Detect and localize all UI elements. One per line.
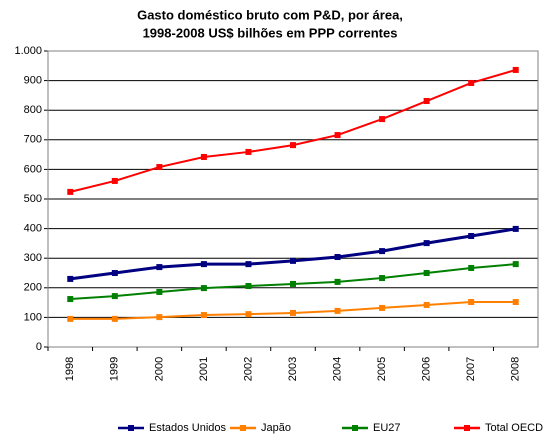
y-tick-label: 900: [24, 75, 42, 87]
marker: [67, 296, 74, 303]
legend-marker: [128, 425, 134, 431]
y-tick-label: 300: [24, 252, 42, 264]
marker: [111, 293, 118, 300]
marker: [156, 264, 163, 271]
marker: [67, 188, 74, 195]
x-tick-label: 1999: [109, 357, 121, 381]
marker: [512, 299, 519, 306]
marker: [512, 225, 519, 232]
marker: [156, 164, 163, 171]
marker: [111, 270, 118, 276]
x-tick-label: 2001: [198, 357, 210, 381]
chart-title: Gasto doméstico bruto com P&D, por área,: [137, 7, 403, 22]
chart-subtitle: 1998-2008 US$ bilhões em PPP correntes: [143, 25, 398, 40]
marker: [67, 275, 74, 282]
marker: [67, 315, 74, 322]
marker: [156, 314, 163, 321]
y-tick-label: 600: [24, 163, 42, 175]
x-tick-label: 2006: [421, 357, 433, 381]
x-tick-label: 1998: [64, 357, 76, 381]
marker: [111, 177, 118, 184]
y-tick-label: 1.000: [14, 45, 42, 57]
y-tick-label: 400: [24, 223, 42, 235]
legend-label: EU27: [373, 422, 401, 434]
marker: [468, 79, 475, 86]
marker: [423, 240, 430, 247]
legend-marker: [352, 425, 358, 431]
marker: [423, 270, 430, 276]
x-tick-label: 2008: [510, 357, 522, 381]
marker: [334, 307, 341, 314]
marker: [245, 311, 252, 318]
x-tick-label: 2000: [153, 357, 165, 381]
marker: [200, 261, 207, 268]
marker: [290, 142, 296, 149]
marker: [245, 283, 252, 290]
y-tick-label: 200: [24, 282, 42, 294]
plot-border: [47, 50, 539, 348]
marker: [200, 153, 207, 160]
marker: [379, 275, 386, 282]
legend-marker: [240, 425, 246, 431]
marker: [379, 304, 386, 311]
y-tick-label: 800: [24, 104, 42, 116]
marker: [290, 280, 296, 287]
marker: [468, 233, 475, 239]
x-tick-label: 2007: [465, 357, 477, 381]
marker: [334, 132, 341, 139]
marker: [245, 148, 252, 155]
marker: [200, 285, 207, 292]
marker: [423, 98, 430, 105]
y-tick-label: 100: [24, 311, 42, 323]
y-tick-label: 700: [24, 134, 42, 146]
legend-label: Japão: [261, 422, 291, 434]
marker: [512, 66, 519, 73]
x-tick-label: 2004: [331, 357, 343, 381]
marker: [468, 264, 475, 271]
marker: [379, 116, 386, 123]
marker: [334, 254, 341, 261]
x-tick-label: 2005: [376, 357, 388, 381]
marker: [290, 309, 296, 316]
series-line: [70, 68, 517, 193]
marker: [111, 315, 118, 322]
marker: [245, 261, 252, 268]
marker: [423, 301, 430, 308]
y-tick-label: 500: [24, 193, 42, 205]
x-tick-label: 2003: [287, 357, 299, 381]
legend-label: Estados Unidos: [149, 422, 227, 434]
marker: [200, 312, 207, 319]
marker: [156, 288, 163, 295]
marker: [290, 257, 296, 264]
legend-label: Total OECD: [485, 422, 543, 434]
marker: [379, 248, 386, 255]
y-tick-label: 0: [36, 341, 42, 353]
marker: [468, 299, 475, 306]
marker: [512, 261, 519, 268]
legend-marker: [464, 425, 470, 431]
x-tick-label: 2002: [242, 357, 254, 381]
marker: [334, 278, 341, 285]
